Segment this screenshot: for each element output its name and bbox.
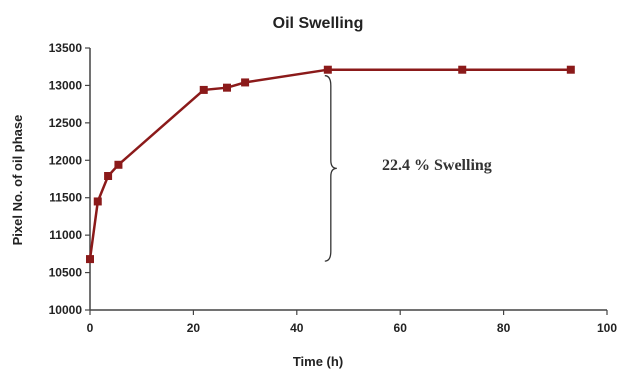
x-tick-label: 40 xyxy=(290,321,304,335)
swelling-brace xyxy=(324,75,337,262)
y-tick-label: 10000 xyxy=(49,303,83,317)
axes xyxy=(89,48,607,311)
series-line xyxy=(88,68,571,260)
x-tick-label: 100 xyxy=(597,321,617,335)
y-tick-label: 13000 xyxy=(49,78,83,92)
x-axis-title: Time (h) xyxy=(293,354,343,369)
data-point xyxy=(199,85,208,94)
data-point xyxy=(323,65,332,74)
x-tick-label: 20 xyxy=(187,321,201,335)
data-series xyxy=(86,65,575,264)
y-tick-label: 11500 xyxy=(49,191,82,205)
swelling-annotation: 22.4 % Swelling xyxy=(382,157,492,174)
data-point xyxy=(566,65,575,74)
y-tick-label: 12500 xyxy=(49,116,83,130)
x-tick-label: 80 xyxy=(497,321,511,335)
x-tick-label: 60 xyxy=(394,321,408,335)
data-point xyxy=(241,78,250,87)
series-markers xyxy=(86,65,575,264)
y-tick-label: 12000 xyxy=(49,153,83,167)
y-ticks: 10000 10500 11000 11500 12000 12500 13000 13500 xyxy=(49,41,90,317)
y-tick-label: 10500 xyxy=(49,266,83,280)
y-axis-title: Pixel No. of oil phase xyxy=(10,115,25,246)
data-point xyxy=(86,255,94,264)
y-tick-label: 13500 xyxy=(49,41,83,55)
x-tick-label: 0 xyxy=(87,321,94,335)
data-point xyxy=(458,65,467,74)
data-point xyxy=(114,160,123,169)
x-ticks: 0 20 40 60 80 100 xyxy=(87,310,617,335)
y-tick-label: 11000 xyxy=(49,228,82,242)
chart-title: Oil Swelling xyxy=(273,15,364,32)
data-point xyxy=(93,197,102,206)
data-point xyxy=(104,172,113,181)
data-point xyxy=(223,83,232,92)
